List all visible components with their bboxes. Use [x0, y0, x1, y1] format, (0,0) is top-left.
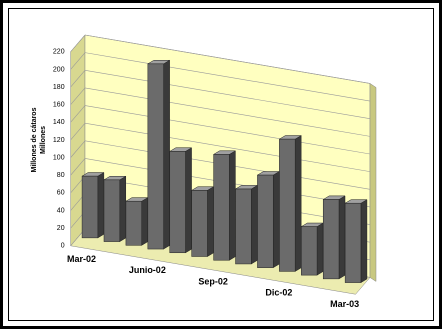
bar-side	[360, 199, 368, 284]
bar-side	[294, 135, 302, 272]
y-tick-label: 180	[53, 84, 65, 91]
grid-line	[70, 34, 86, 52]
bar	[213, 154, 230, 261]
y-tick-label: 120	[53, 137, 65, 144]
y-tick-label: 20	[57, 225, 65, 232]
y-tick-label: 40	[57, 207, 65, 214]
bar-side	[272, 171, 280, 269]
bar-side	[338, 195, 346, 280]
y-tick-label: 200	[53, 66, 65, 73]
x-tick-label: Sep-02	[198, 276, 228, 286]
grid-line	[84, 34, 371, 84]
bar	[169, 151, 186, 254]
grid-line	[70, 105, 86, 123]
bar-side	[229, 150, 236, 261]
bar	[301, 226, 318, 276]
y-tick-label: 140	[53, 119, 65, 126]
wall-edge	[369, 82, 377, 282]
grid-line	[84, 105, 371, 155]
y-tick-label: 100	[53, 154, 65, 161]
y-tick-label: 160	[53, 102, 65, 109]
x-tick-label: Dic-02	[265, 288, 292, 298]
bar	[344, 202, 362, 283]
bar	[235, 188, 252, 265]
bar-side	[207, 186, 214, 257]
grid-line	[70, 52, 86, 70]
grid-line	[70, 70, 86, 88]
y-tick-label: 0	[61, 243, 65, 250]
x-tick-label: Mar-03	[330, 299, 359, 309]
y-tick-label: 60	[57, 190, 65, 197]
bar	[147, 63, 164, 250]
y-axis-label-line: Millones de cátaros	[31, 107, 38, 172]
grid-line	[70, 122, 86, 141]
bar-side	[97, 172, 105, 239]
y-axis-label-line: Millones	[40, 126, 47, 154]
bar-side	[316, 222, 324, 276]
grid-line	[84, 87, 371, 137]
bar	[322, 199, 340, 280]
bar-side	[141, 197, 148, 246]
bar-side	[251, 184, 258, 265]
grid-line	[84, 69, 371, 120]
x-tick-label: Junio-02	[129, 265, 166, 275]
y-tick-label: 80	[57, 172, 65, 179]
bar	[257, 174, 274, 268]
grid-line	[70, 140, 86, 158]
bar-side	[163, 59, 170, 250]
bar	[125, 200, 142, 246]
grid-line	[70, 87, 86, 105]
y-axis-label: Millones de cátaros Millones	[31, 107, 47, 172]
grid-line	[70, 158, 86, 176]
bar-side	[185, 147, 192, 254]
inner-frame	[8, 8, 434, 321]
bar	[279, 138, 296, 272]
y-tick-label: 220	[53, 49, 65, 56]
x-tick-label: Mar-02	[67, 254, 96, 264]
bar	[81, 175, 99, 239]
bar-side	[119, 175, 127, 243]
grid-line	[84, 52, 371, 102]
grid-line	[84, 122, 371, 172]
bar	[191, 190, 208, 257]
bar	[103, 179, 121, 242]
